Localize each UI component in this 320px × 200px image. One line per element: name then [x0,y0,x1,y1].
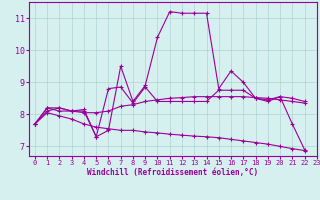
X-axis label: Windchill (Refroidissement éolien,°C): Windchill (Refroidissement éolien,°C) [87,168,258,177]
